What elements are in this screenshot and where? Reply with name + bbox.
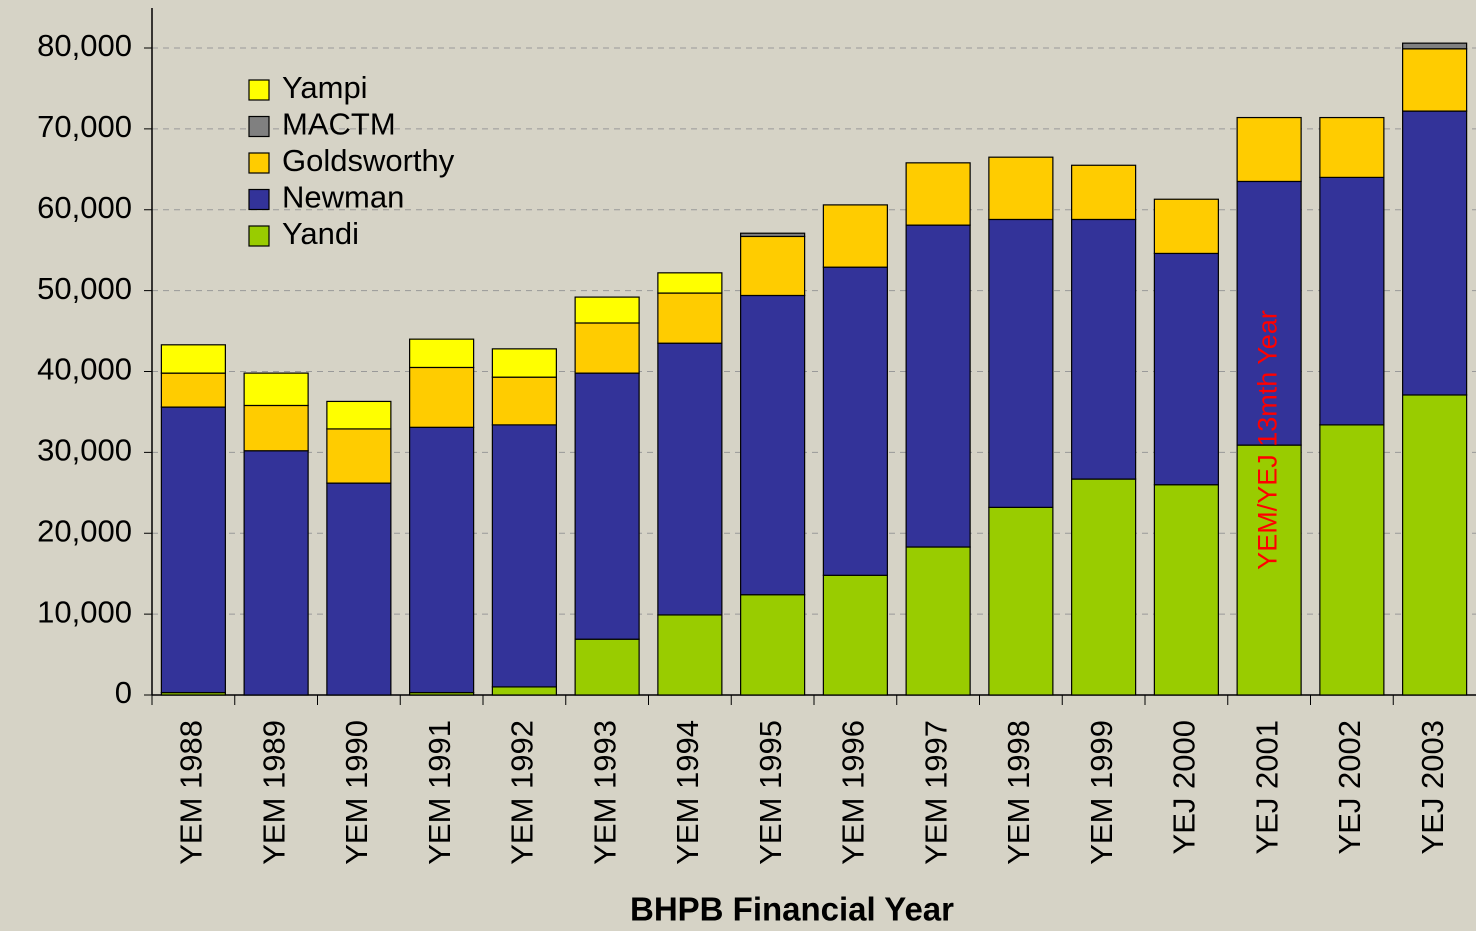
bar-segment: [822, 574, 888, 696]
x-tick-label: YEM 1994: [670, 720, 705, 865]
bar-segment: [1319, 176, 1385, 426]
bar-segment: [657, 292, 723, 344]
bar-segment: [160, 406, 226, 694]
legend-label: Yampi: [282, 70, 368, 105]
bar-segment: [326, 400, 392, 430]
legend-label: Goldsworthy: [282, 143, 455, 178]
bar-segment: [491, 348, 557, 378]
bar-segment: [491, 424, 557, 688]
bar-segment: [740, 235, 806, 297]
x-tick-label: YEM 1999: [1084, 720, 1119, 865]
bar-segment: [1153, 252, 1219, 486]
y-tick-label: 70,000: [37, 109, 132, 144]
legend-label: MACTM: [282, 107, 396, 142]
bar-segment: [740, 294, 806, 596]
bar-segment: [409, 338, 475, 369]
x-tick-label: YEM 1993: [587, 720, 622, 865]
x-tick-label: YEM 1995: [753, 720, 788, 865]
bar-segment: [1402, 48, 1468, 112]
x-tick-label: YEJ 2002: [1332, 720, 1367, 854]
y-tick-label: 50,000: [37, 271, 132, 306]
annotation: YEM/YEJ 13mth Year: [1252, 310, 1282, 570]
bar-segment: [409, 366, 475, 428]
x-tick-label: YEM 1997: [918, 720, 953, 865]
bar-segment: [326, 428, 392, 484]
bar-segment: [822, 204, 888, 268]
bar-segment: [740, 594, 806, 696]
y-tick-label: 40,000: [37, 352, 132, 387]
y-tick-label: 0: [115, 675, 132, 710]
bar-segment: [1153, 198, 1219, 255]
bar-segment: [1402, 394, 1468, 696]
x-tick-label: YEM 1989: [256, 720, 291, 865]
bar-segment: [326, 482, 392, 696]
bar-segment: [657, 614, 723, 696]
bar-segment: [905, 546, 971, 696]
legend-swatch: [248, 188, 270, 211]
bar-segment: [574, 322, 640, 374]
bar-segment: [1402, 110, 1468, 396]
bar-segment: [1153, 484, 1219, 696]
bar-segment: [243, 450, 309, 696]
bar-segment: [657, 272, 723, 294]
bar-segment: [574, 372, 640, 640]
bar-segment: [574, 638, 640, 696]
bar-segment: [1071, 478, 1137, 696]
bar-segment: [1319, 424, 1385, 696]
legend-swatch: [248, 225, 270, 247]
y-tick-label: 60,000: [37, 190, 132, 225]
bar-segment: [491, 376, 557, 426]
x-tick-label: YEJ 2001: [1249, 720, 1284, 854]
y-tick-label: 80,000: [37, 28, 132, 63]
bar-segment: [988, 156, 1054, 221]
x-tick-label: YEJ 2000: [1167, 720, 1202, 854]
bar-segment: [740, 232, 806, 238]
bar-segment: [1402, 42, 1468, 50]
x-tick-label: YEM 1998: [1001, 720, 1036, 865]
legend-label: Yandi: [282, 216, 359, 251]
bar-segment: [1236, 180, 1302, 446]
x-tick-label: YEM 1988: [174, 720, 209, 865]
bar-segment: [160, 372, 226, 408]
bar-segment: [243, 372, 309, 407]
y-tick-label: 20,000: [37, 513, 132, 548]
legend-swatch: [248, 79, 270, 101]
x-tick-label: YEM 1991: [422, 720, 457, 865]
bar-segment: [657, 342, 723, 616]
bar-segment: [409, 426, 475, 694]
bar-segment: [243, 404, 309, 452]
bar-segment: [1071, 164, 1137, 221]
bar-segment: [905, 162, 971, 226]
bar-segment: [1236, 116, 1302, 183]
bar-segment: [1236, 444, 1302, 696]
bar-segment: [988, 506, 1054, 696]
bar-segment: [574, 296, 640, 324]
bar-segment: [822, 266, 888, 576]
bar-segment: [160, 344, 226, 374]
x-tick-label: YEM 1992: [505, 720, 540, 865]
y-tick-label: 30,000: [37, 433, 132, 468]
legend-swatch: [248, 152, 270, 174]
x-tick-label: YEJ 2003: [1415, 720, 1450, 854]
bar-segment: [1071, 218, 1137, 480]
x-tick-label: YEM 1990: [339, 720, 374, 865]
x-tick-label: YEM 1996: [836, 720, 871, 865]
x-axis-title: BHPB Financial Year: [630, 891, 954, 928]
bar-segment: [1319, 116, 1385, 178]
y-tick-label: 10,000: [37, 594, 132, 629]
legend-swatch: [248, 115, 270, 138]
bar-segment: [491, 686, 557, 696]
legend-label: Newman: [282, 180, 404, 215]
bar-segment: [988, 218, 1054, 508]
bar-segment: [905, 224, 971, 548]
